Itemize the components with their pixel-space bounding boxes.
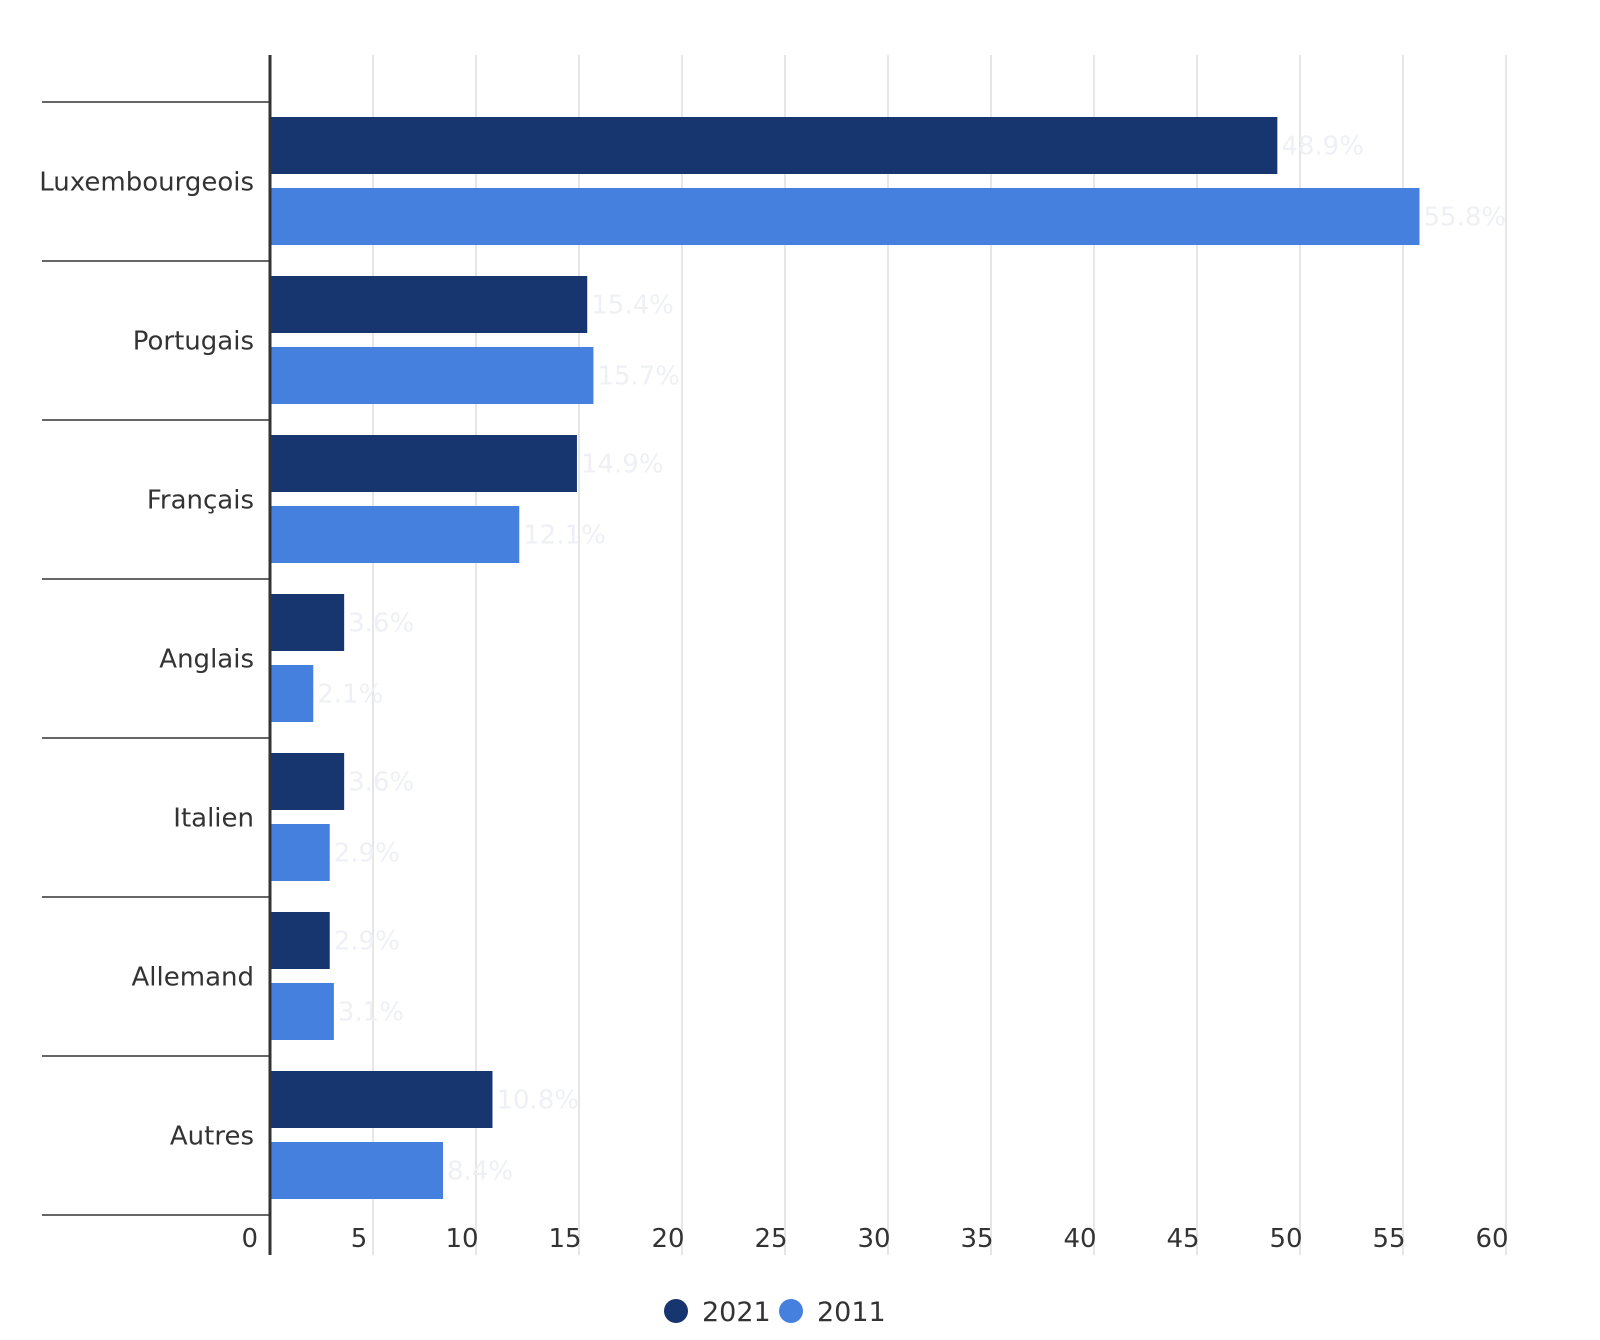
- data-labels: 48.9% 55.8% 15.4% 15.7% 14.9% 12.1% 3.6% 2.1% 3.…: [317, 132, 1506, 1187]
- data-label-2011: 55.8%: [1423, 203, 1506, 233]
- category-label: Luxembourgeois: [39, 168, 254, 198]
- bar-2011: [270, 1142, 444, 1199]
- data-label-2011: 3.1%: [338, 998, 404, 1028]
- gridlines: [372, 55, 1507, 1255]
- bar-2011: [270, 506, 520, 563]
- bar-2011: [270, 824, 330, 881]
- x-tick-label-60: 60: [1475, 1224, 1508, 1254]
- x-tick-label-10: 10: [445, 1224, 478, 1254]
- bar-2011: [270, 188, 1420, 245]
- category-label: Anglais: [159, 645, 254, 675]
- bars: [270, 117, 1420, 1199]
- bar-2021: [270, 594, 345, 651]
- bar-2011: [270, 983, 334, 1040]
- x-tick-label-25: 25: [754, 1224, 787, 1254]
- category-label: Français: [147, 486, 254, 516]
- category-label: Allemand: [132, 963, 254, 993]
- data-label-2021: 3.6%: [348, 609, 414, 639]
- bar-2021: [270, 753, 345, 810]
- x-tick-label-55: 55: [1372, 1224, 1405, 1254]
- x-tick-label-30: 30: [857, 1224, 890, 1254]
- bar-2021: [270, 912, 330, 969]
- x-tick-label-50: 50: [1269, 1224, 1302, 1254]
- data-label-2021: 3.6%: [348, 768, 414, 798]
- data-label-2021: 15.4%: [591, 291, 674, 321]
- bar-2021: [270, 1071, 493, 1128]
- x-tick-label-45: 45: [1166, 1224, 1199, 1254]
- data-label-2021: 2.9%: [334, 927, 400, 957]
- x-tick-label-5: 5: [351, 1224, 368, 1254]
- x-axis-tick-labels: 0 5 10 15 20 25 30 35 40 45 50 55 60: [241, 1224, 1508, 1254]
- category-labels: Luxembourgeois Portugais Français Anglais It…: [39, 168, 254, 1152]
- category-label: Autres: [170, 1122, 254, 1152]
- x-tick-label-35: 35: [960, 1224, 993, 1254]
- data-label-2011: 8.4%: [447, 1157, 513, 1187]
- bar-2011: [270, 665, 314, 722]
- legend-marker-2021: [664, 1299, 688, 1323]
- category-label: Italien: [173, 804, 254, 834]
- legend-label-2021: 2021: [702, 1297, 771, 1328]
- legend-marker-2011: [779, 1299, 803, 1323]
- data-label-2021: 10.8%: [496, 1086, 579, 1116]
- category-separators: [42, 101, 270, 1216]
- data-label-2011: 12.1%: [523, 521, 606, 551]
- bar-2021: [270, 276, 588, 333]
- legend: 2021 2011: [664, 1297, 886, 1328]
- bar-2021: [270, 435, 577, 492]
- category-label: Portugais: [133, 327, 254, 357]
- x-tick-label-15: 15: [548, 1224, 581, 1254]
- data-label-2011: 15.7%: [597, 362, 680, 392]
- data-label-2011: 2.9%: [334, 839, 400, 869]
- bar-2021: [270, 117, 1278, 174]
- legend-label-2011: 2011: [817, 1297, 886, 1328]
- x-tick-label-20: 20: [651, 1224, 684, 1254]
- data-label-2021: 48.9%: [1281, 132, 1364, 162]
- data-label-2021: 14.9%: [581, 450, 664, 480]
- x-tick-label-40: 40: [1063, 1224, 1096, 1254]
- x-tick-label-0: 0: [241, 1224, 258, 1254]
- bar-2011: [270, 347, 594, 404]
- data-label-2011: 2.1%: [317, 680, 383, 710]
